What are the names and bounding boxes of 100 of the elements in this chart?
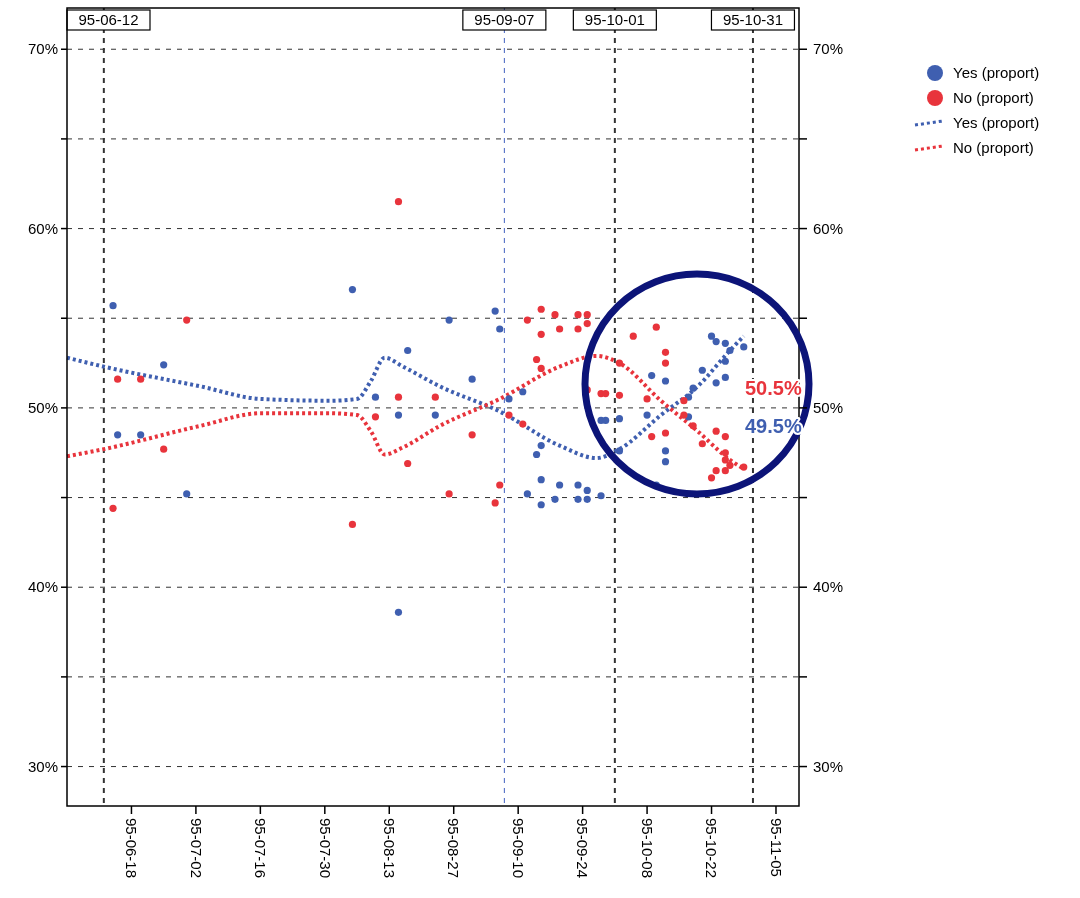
point bbox=[707, 474, 716, 482]
y2-tick-label: 40% bbox=[813, 578, 844, 596]
point bbox=[519, 420, 527, 428]
ref-line-label: 95-06-12 bbox=[78, 11, 139, 28]
point bbox=[574, 311, 582, 319]
point bbox=[371, 413, 380, 421]
point bbox=[114, 431, 122, 439]
point bbox=[394, 393, 403, 401]
point bbox=[537, 330, 545, 338]
point bbox=[661, 458, 670, 466]
point bbox=[556, 481, 564, 489]
x-tick-label: 95-09-24 bbox=[574, 818, 592, 879]
x-tick-label: 95-06-18 bbox=[123, 818, 141, 879]
point bbox=[551, 495, 559, 503]
point bbox=[445, 316, 453, 324]
x-tick-label: 95-10-08 bbox=[638, 818, 656, 879]
point bbox=[661, 447, 670, 455]
point bbox=[583, 311, 591, 319]
point bbox=[445, 490, 453, 498]
point bbox=[505, 411, 513, 419]
point bbox=[491, 499, 499, 507]
point bbox=[712, 379, 720, 387]
point bbox=[348, 285, 357, 294]
point bbox=[712, 337, 720, 346]
y-tick-label: 50% bbox=[27, 399, 58, 417]
point bbox=[661, 348, 670, 356]
point bbox=[680, 397, 688, 405]
point bbox=[712, 467, 720, 475]
legend-label: No (proport) bbox=[953, 89, 1034, 107]
point bbox=[629, 332, 637, 340]
point bbox=[602, 416, 610, 425]
x-tick-label: 95-07-30 bbox=[316, 818, 334, 879]
point bbox=[371, 393, 380, 401]
ref-line-label: 95-10-31 bbox=[722, 11, 783, 28]
point bbox=[496, 325, 504, 333]
point bbox=[468, 375, 476, 383]
point bbox=[160, 445, 168, 453]
point bbox=[183, 490, 191, 498]
point bbox=[394, 411, 403, 419]
point bbox=[583, 320, 591, 328]
point bbox=[648, 432, 656, 441]
point bbox=[740, 463, 748, 471]
y-tick-label: 70% bbox=[27, 40, 58, 58]
x-tick-label: 95-08-13 bbox=[381, 818, 399, 879]
point bbox=[643, 411, 651, 419]
point bbox=[661, 359, 670, 367]
point bbox=[721, 449, 729, 457]
point bbox=[721, 373, 729, 382]
point bbox=[137, 375, 145, 383]
point bbox=[348, 520, 357, 529]
point bbox=[740, 343, 748, 351]
point bbox=[726, 346, 734, 355]
point bbox=[556, 325, 564, 333]
point bbox=[537, 441, 545, 450]
x-tick-label: 95-09-10 bbox=[509, 818, 527, 879]
point bbox=[394, 608, 403, 616]
point bbox=[574, 325, 582, 333]
point bbox=[689, 384, 697, 392]
point bbox=[721, 432, 729, 441]
x-tick-label: 95-11-05 bbox=[767, 818, 785, 877]
point bbox=[519, 388, 527, 396]
point bbox=[505, 395, 513, 403]
point bbox=[114, 375, 122, 383]
x-tick-label: 95-07-02 bbox=[187, 818, 205, 879]
point bbox=[698, 366, 706, 374]
point bbox=[615, 359, 624, 367]
y2-tick-label: 70% bbox=[813, 40, 844, 58]
point bbox=[583, 486, 591, 494]
point bbox=[468, 431, 476, 439]
point bbox=[574, 481, 582, 489]
y2-tick-label: 30% bbox=[813, 757, 844, 775]
point bbox=[160, 361, 168, 369]
point bbox=[496, 481, 504, 489]
point bbox=[537, 305, 545, 313]
point bbox=[712, 427, 720, 435]
legend-label: Yes (proport) bbox=[953, 64, 1040, 82]
point bbox=[648, 372, 656, 380]
point bbox=[404, 346, 412, 355]
point bbox=[597, 492, 605, 500]
point bbox=[698, 440, 706, 448]
point bbox=[726, 461, 734, 469]
ref-line-label: 95-10-01 bbox=[584, 11, 645, 28]
x-tick-label: 95-07-16 bbox=[252, 818, 270, 879]
y-tick-label: 40% bbox=[27, 578, 58, 596]
point bbox=[721, 456, 729, 464]
y-tick-label: 30% bbox=[27, 757, 58, 775]
point bbox=[523, 490, 531, 498]
point bbox=[583, 495, 591, 503]
x-tick-label: 95-10-22 bbox=[703, 818, 721, 879]
point bbox=[431, 393, 439, 401]
point bbox=[537, 501, 545, 509]
point bbox=[661, 429, 670, 437]
point bbox=[707, 332, 716, 340]
point bbox=[721, 339, 729, 347]
point bbox=[183, 316, 191, 324]
point bbox=[551, 311, 559, 319]
y-tick-label: 60% bbox=[27, 219, 58, 237]
point bbox=[537, 476, 545, 484]
point bbox=[721, 357, 729, 365]
point bbox=[684, 393, 693, 401]
